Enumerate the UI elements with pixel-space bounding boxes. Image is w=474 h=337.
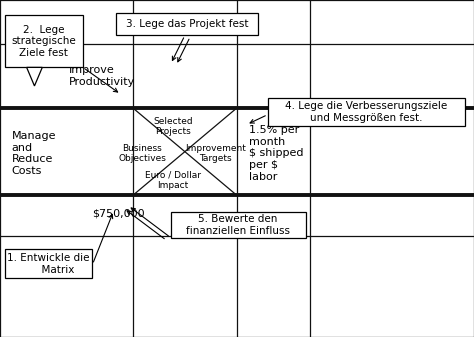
Text: 2.  Lege
strategische
Ziele fest: 2. Lege strategische Ziele fest	[11, 25, 76, 58]
Text: Improve
Productivity: Improve Productivity	[69, 65, 135, 87]
Text: 5. Bewerte den
finanziellen Einfluss: 5. Bewerte den finanziellen Einfluss	[186, 214, 290, 236]
Text: 1. Entwickle die
      Matrix: 1. Entwickle die Matrix	[7, 253, 90, 275]
Text: Business
Objectives: Business Objectives	[118, 144, 166, 163]
Polygon shape	[27, 67, 42, 86]
Text: 4. Lege die Verbesserungsziele
und Messgrößen fest.: 4. Lege die Verbesserungsziele und Messg…	[285, 101, 447, 123]
Bar	[5, 15, 83, 67]
Text: Manage
and
Reduce
Costs: Manage and Reduce Costs	[12, 131, 56, 176]
Text: 3. Lege das Projekt fest: 3. Lege das Projekt fest	[126, 20, 248, 29]
Text: $750,000: $750,000	[92, 209, 145, 219]
Text: Improvement
Targets: Improvement Targets	[185, 144, 246, 163]
Text: Selected
Projects: Selected Projects	[153, 117, 193, 136]
Bar	[5, 249, 92, 278]
Text: Euro / Dollar
Impact: Euro / Dollar Impact	[145, 171, 201, 190]
Text: 1.5% per
month
$ shipped
per $
labor: 1.5% per month $ shipped per $ labor	[249, 125, 303, 182]
Bar	[171, 212, 306, 238]
Bar	[116, 13, 258, 35]
Bar	[268, 98, 465, 126]
